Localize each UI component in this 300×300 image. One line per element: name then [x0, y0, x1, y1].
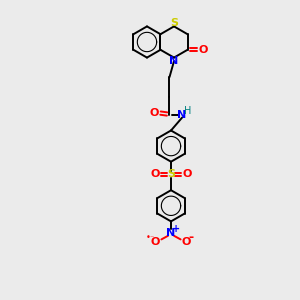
Text: H: H: [184, 106, 191, 116]
Text: O: O: [151, 237, 160, 247]
Text: O: O: [150, 169, 160, 179]
Text: -: -: [188, 231, 194, 244]
Text: O: O: [182, 169, 192, 179]
Text: O: O: [182, 237, 191, 247]
Text: N: N: [178, 110, 187, 120]
Text: N: N: [169, 56, 178, 66]
Text: O: O: [149, 108, 159, 118]
Text: O: O: [199, 45, 208, 55]
Text: +: +: [172, 224, 180, 234]
Text: S: S: [167, 169, 175, 179]
Text: N: N: [167, 228, 176, 238]
Text: •⁻: •⁻: [146, 233, 154, 242]
Text: S: S: [170, 18, 178, 28]
